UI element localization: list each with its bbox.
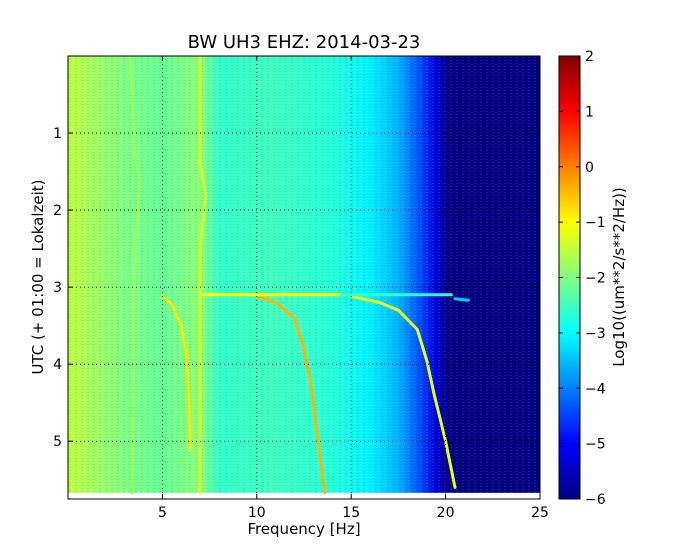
plot-area [68,56,540,499]
colorbar-tick-label: −2 [585,271,606,287]
chart-title: BW UH3 EHZ: 2014-03-23 [188,32,421,53]
x-tick-label: 5 [158,505,167,521]
y-tick-label: 1 [53,126,62,142]
y-axis: 1 2 3 4 5 [53,126,540,450]
y-tick-label: 3 [53,280,62,296]
y-tick-label: 5 [53,434,62,450]
colorbar-tick-label: 1 [585,104,594,120]
x-tick-label: 15 [342,505,360,521]
feature-blip-3.15 [453,297,470,302]
x-axis-label: Frequency [Hz] [247,520,360,538]
x-tick-label: 25 [531,505,549,521]
colorbar-tick-label: −5 [585,437,606,453]
colorbar-tick-label: 2 [585,49,594,65]
y-tick-label: 2 [53,203,62,219]
feature-sweep-2 [255,294,327,495]
colorbar-tick-label: −6 [585,492,606,508]
colorbar-tick-label: 0 [585,160,594,176]
feature-sweep-1 [160,294,193,451]
colorbar-tick-label: −4 [585,381,606,397]
plot-frame [67,55,541,500]
x-axis: 5 10 15 20 25 [158,56,549,521]
colorbar-ticks: 2 1 0 −1 −2 −3 −4 −5 −6 [559,49,606,508]
colorbar-tick-label: −3 [585,326,606,342]
y-axis-label: UTC (+ 01:00 = Lokalzeit) [29,179,47,374]
x-tick-label: 10 [248,505,266,521]
x-tick-label: 20 [437,505,455,521]
grid-lines [68,56,540,499]
feature-band-7hz [198,56,208,495]
colorbar: 2 1 0 −1 −2 −3 −4 −5 −6 Log10((um**2/s**2/Hz)) [558,49,628,508]
feature-sweep-3 [349,294,457,489]
colorbar-tick-label: −1 [585,215,606,231]
y-tick-label: 4 [53,357,62,373]
spectrogram-texture [68,56,540,493]
spectral-features [128,56,470,495]
feature-band-3.5hz [128,56,142,495]
colorbar-label: Log10((um**2/s**2/Hz)) [610,187,628,367]
